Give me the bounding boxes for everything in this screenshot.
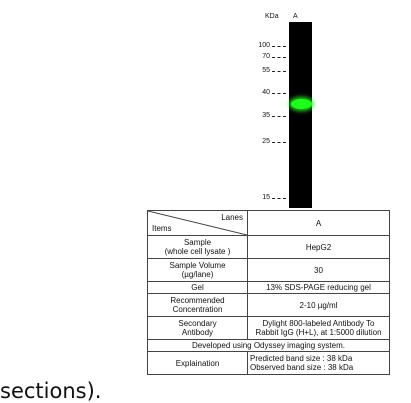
cell-line: Concentration xyxy=(172,305,223,314)
cell-line: Secondary xyxy=(178,319,217,328)
row-item-concentration: Recommended Concentration xyxy=(147,293,248,317)
marker-25: 25 xyxy=(244,138,288,146)
diagonal-divider xyxy=(148,211,247,235)
marker-label: 15 xyxy=(262,194,270,201)
cell-line: Sample Volume xyxy=(169,261,226,270)
row-value-gel: 13% SDS-PAGE reducing gel xyxy=(247,281,390,294)
row-value-explanation: Predicted band size : 38 kDa Observed ba… xyxy=(247,351,390,375)
marker-tick xyxy=(272,142,286,143)
marker-label: 25 xyxy=(262,138,270,145)
marker-label: 40 xyxy=(262,89,270,96)
row-item-secondary-antibody: Secondary Antibody xyxy=(147,316,248,340)
row-item-sample: Sample (whole cell lysate ) xyxy=(147,235,248,259)
cell-line: Recommended xyxy=(170,296,225,305)
marker-tick xyxy=(272,93,286,94)
table-header-row: Lanes Items A xyxy=(147,210,390,236)
diagonal-header-cell: Lanes Items xyxy=(147,210,248,236)
table-row: Secondary Antibody Dylight 800-labeled A… xyxy=(147,316,390,340)
header-lanes-label: Lanes xyxy=(221,213,243,222)
cell-line: Predicted band size : 38 kDa xyxy=(250,354,353,363)
marker-55: 55 xyxy=(244,67,288,75)
marker-label: 100 xyxy=(258,42,270,49)
row-value-sample: HepG2 xyxy=(247,235,390,259)
cell-line: (µg/lane) xyxy=(181,270,214,279)
blot-lane-a xyxy=(289,22,312,208)
marker-35: 35 xyxy=(244,112,288,120)
row-value-volume: 30 xyxy=(247,258,390,282)
marker-tick xyxy=(272,198,286,199)
row-item-volume: Sample Volume (µg/lane) xyxy=(147,258,248,282)
text-fragment: sections). xyxy=(0,379,102,403)
row-item-gel: Gel xyxy=(147,281,248,294)
cell-line: HepG2 xyxy=(305,242,332,252)
row-item-explanation: Explaination xyxy=(147,351,248,375)
protein-band xyxy=(291,99,312,109)
marker-15: 15 xyxy=(244,194,288,202)
cell-line: 2-10 µg/ml xyxy=(299,300,338,310)
row-imaging-system: Developed using Odyssey imaging system. xyxy=(147,339,390,352)
cell-line: Antibody xyxy=(181,328,214,337)
marker-label: 55 xyxy=(262,67,270,74)
marker-tick xyxy=(272,46,286,47)
row-value-concentration: 2-10 µg/ml xyxy=(247,293,390,317)
table-row: Sample (whole cell lysate ) HepG2 xyxy=(147,235,390,259)
marker-label: 70 xyxy=(262,53,270,60)
row-value-secondary-antibody: Dylight 800-labeled Antibody To Rabbit I… xyxy=(247,316,390,340)
cell-line: Observed band size : 38 kDa xyxy=(250,363,354,372)
table-row: Explaination Predicted band size : 38 kD… xyxy=(147,351,390,375)
marker-tick xyxy=(272,71,286,72)
cell-line: 30 xyxy=(314,265,323,275)
western-blot-figure: KDa A 100 70 55 40 35 25 15 xyxy=(244,6,364,208)
kda-unit-label: KDa xyxy=(265,13,279,20)
marker-tick xyxy=(272,57,286,58)
marker-100: 100 xyxy=(244,42,288,50)
lane-a-label: A xyxy=(293,13,298,20)
experiment-details-table: Lanes Items A Sample (whole cell lysate … xyxy=(147,210,390,375)
marker-40: 40 xyxy=(244,89,288,97)
marker-label: 35 xyxy=(262,112,270,119)
table-row: Gel 13% SDS-PAGE reducing gel xyxy=(147,281,390,294)
cell-line: Gel xyxy=(191,283,204,292)
table-row: Recommended Concentration 2-10 µg/ml xyxy=(147,293,390,317)
header-lane-value: A xyxy=(247,210,390,236)
cell-line: 13% SDS-PAGE reducing gel xyxy=(266,283,371,292)
cell-line: Dylight 800-labeled Antibody To xyxy=(262,319,375,328)
marker-tick xyxy=(272,116,286,117)
cell-line: Rabbit IgG (H+L), at 1:5000 dilution xyxy=(255,328,382,337)
cell-line: Sample xyxy=(183,238,212,247)
header-items-label: Items xyxy=(152,224,172,233)
table-row: Developed using Odyssey imaging system. xyxy=(147,339,390,352)
cell-line: (whole cell lysate ) xyxy=(164,247,231,256)
table-row: Sample Volume (µg/lane) 30 xyxy=(147,258,390,282)
marker-70: 70 xyxy=(244,53,288,61)
